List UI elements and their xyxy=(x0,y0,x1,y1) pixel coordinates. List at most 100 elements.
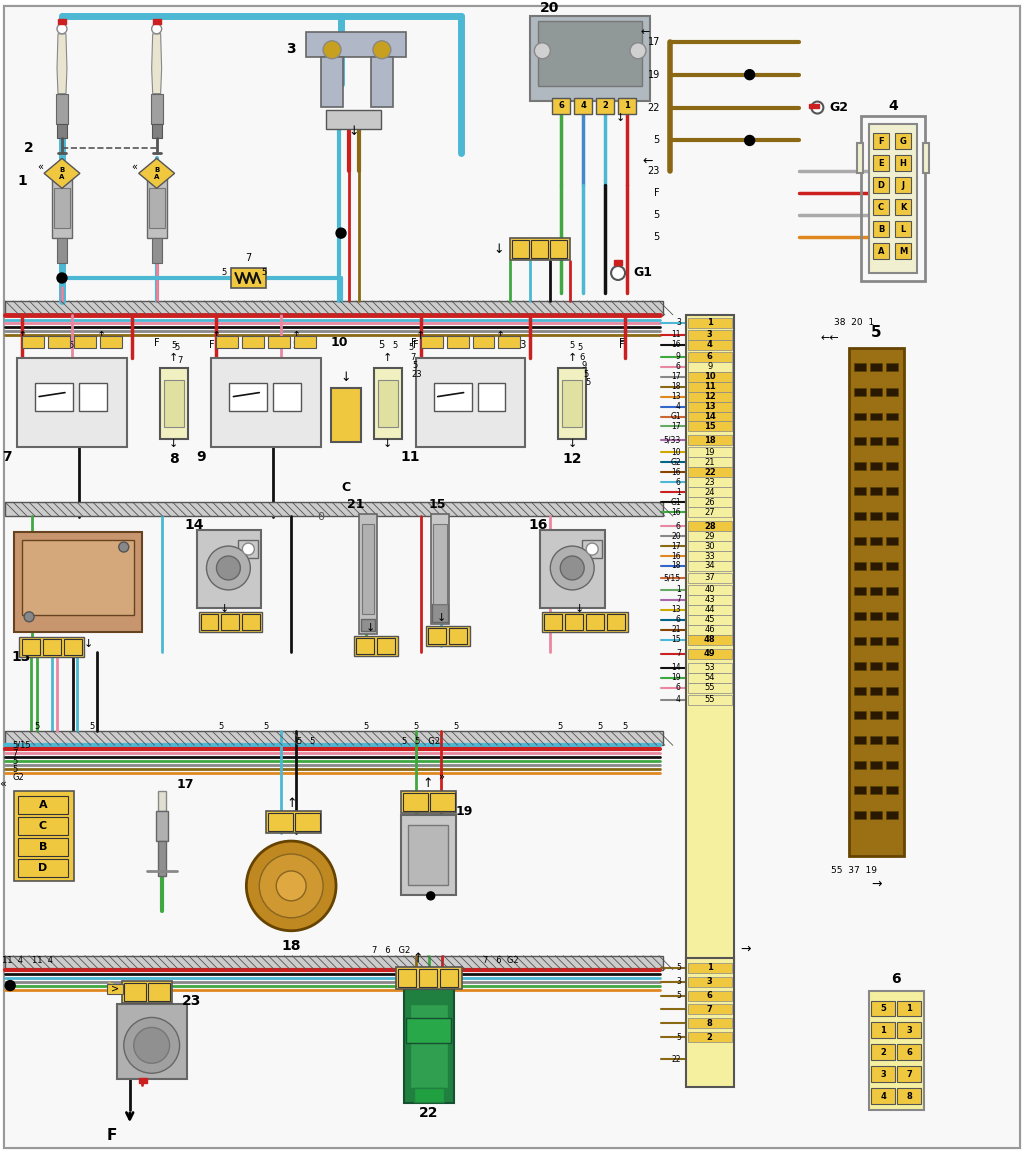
Bar xyxy=(201,614,219,630)
Bar xyxy=(151,123,162,138)
Bar xyxy=(356,638,374,653)
Text: 54: 54 xyxy=(705,673,715,682)
Bar xyxy=(854,787,866,795)
Bar xyxy=(296,813,320,831)
Bar xyxy=(809,104,819,108)
Text: 19: 19 xyxy=(705,447,715,457)
Text: 18: 18 xyxy=(671,382,681,391)
Text: F: F xyxy=(106,1127,117,1143)
Bar xyxy=(158,841,166,876)
Text: B: B xyxy=(412,797,419,807)
Bar xyxy=(871,687,882,695)
Text: ↓: ↓ xyxy=(365,623,374,633)
Text: D: D xyxy=(612,616,620,627)
Bar xyxy=(854,612,866,620)
Bar xyxy=(854,512,866,520)
Bar xyxy=(540,530,606,608)
Text: 7: 7 xyxy=(676,650,681,658)
Text: 6: 6 xyxy=(676,477,681,486)
Bar xyxy=(871,388,882,396)
Text: ←: ← xyxy=(640,26,650,37)
Bar xyxy=(874,133,889,150)
Text: 45: 45 xyxy=(705,615,715,624)
Bar xyxy=(160,368,187,439)
Bar xyxy=(396,967,461,989)
Text: A: A xyxy=(549,616,558,627)
Text: ↑: ↑ xyxy=(17,331,27,340)
Bar xyxy=(56,93,68,123)
Bar xyxy=(871,512,882,520)
Bar xyxy=(377,380,398,428)
Bar xyxy=(871,761,882,769)
Bar xyxy=(582,540,603,558)
Bar xyxy=(854,462,866,470)
Text: C: C xyxy=(878,202,884,212)
Text: 15: 15 xyxy=(429,498,446,511)
Bar xyxy=(854,637,866,645)
Text: E: E xyxy=(879,159,884,168)
Text: 23: 23 xyxy=(705,477,715,486)
Bar xyxy=(886,362,898,370)
Bar xyxy=(447,336,469,347)
Text: 6: 6 xyxy=(579,353,585,362)
Bar xyxy=(687,362,731,371)
Bar xyxy=(872,1088,895,1104)
Bar xyxy=(510,238,570,260)
Text: 5: 5 xyxy=(219,722,224,731)
Bar xyxy=(354,636,398,655)
Text: A: A xyxy=(305,818,312,827)
Text: 7: 7 xyxy=(707,1005,713,1014)
Text: 30: 30 xyxy=(79,337,91,346)
Text: 5/33: 5/33 xyxy=(664,436,681,445)
Text: 11: 11 xyxy=(401,451,420,465)
Text: 6: 6 xyxy=(891,972,901,986)
Bar xyxy=(871,462,882,470)
Bar xyxy=(434,383,472,411)
Circle shape xyxy=(534,43,550,59)
Text: ↓: ↓ xyxy=(437,613,446,623)
Bar xyxy=(563,380,582,428)
Bar xyxy=(687,392,731,401)
Bar xyxy=(874,177,889,193)
Text: 5: 5 xyxy=(89,722,94,731)
Text: 5: 5 xyxy=(171,342,176,351)
Text: 43: 43 xyxy=(705,596,715,605)
Text: F: F xyxy=(619,338,625,347)
Text: 55: 55 xyxy=(705,683,715,692)
Bar xyxy=(614,260,622,265)
Bar xyxy=(871,413,882,421)
Text: 5: 5 xyxy=(377,339,384,350)
Bar xyxy=(550,240,567,258)
Text: G2: G2 xyxy=(12,773,24,782)
Text: B: B xyxy=(571,616,578,627)
Text: 9: 9 xyxy=(196,451,207,465)
Circle shape xyxy=(745,70,755,79)
Circle shape xyxy=(5,981,15,990)
Text: G: G xyxy=(899,137,906,146)
Text: 20: 20 xyxy=(671,531,681,540)
Text: 3: 3 xyxy=(881,1070,886,1079)
Bar xyxy=(618,98,636,114)
Text: 10: 10 xyxy=(331,336,349,350)
Bar xyxy=(687,1019,731,1028)
Text: 85: 85 xyxy=(222,337,233,346)
Bar xyxy=(854,362,866,370)
Bar xyxy=(687,573,731,583)
Text: 53: 53 xyxy=(705,664,715,672)
Bar xyxy=(871,736,882,744)
Text: 5: 5 xyxy=(654,232,660,243)
Bar xyxy=(886,586,898,595)
Bar xyxy=(871,661,882,669)
Bar xyxy=(687,624,731,635)
Text: 29: 29 xyxy=(705,531,715,540)
Bar xyxy=(359,514,376,634)
Text: 1: 1 xyxy=(707,319,713,328)
Bar xyxy=(231,268,266,288)
Bar xyxy=(18,838,68,856)
Text: B: B xyxy=(48,642,55,652)
Bar xyxy=(687,561,731,572)
Text: C: C xyxy=(70,642,77,652)
Text: 15: 15 xyxy=(671,635,681,644)
Text: ↑: ↑ xyxy=(422,776,433,790)
Text: B: B xyxy=(383,641,390,651)
